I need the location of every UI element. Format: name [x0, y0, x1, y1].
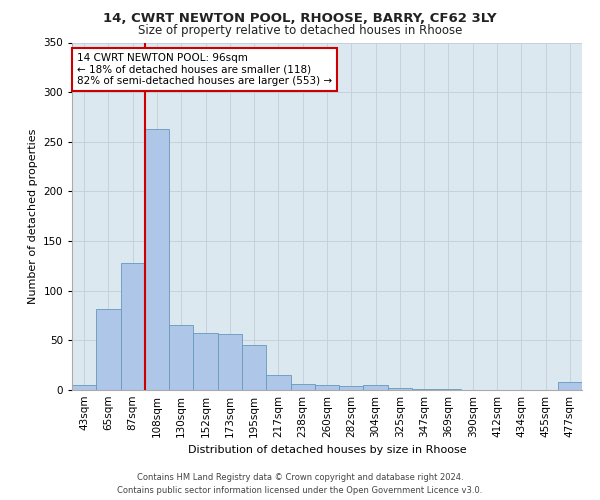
Bar [218, 334, 242, 390]
X-axis label: Distribution of detached houses by size in Rhoose: Distribution of detached houses by size … [188, 446, 466, 456]
Bar [412, 389, 436, 390]
Bar [242, 346, 266, 390]
Bar [558, 382, 582, 390]
Text: 14, CWRT NEWTON POOL, RHOOSE, BARRY, CF62 3LY: 14, CWRT NEWTON POOL, RHOOSE, BARRY, CF6… [103, 12, 497, 26]
Bar [290, 384, 315, 390]
Bar [388, 388, 412, 390]
Text: Size of property relative to detached houses in Rhoose: Size of property relative to detached ho… [138, 24, 462, 37]
Bar [121, 263, 145, 390]
Bar [169, 326, 193, 390]
Bar [315, 385, 339, 390]
Bar [364, 385, 388, 390]
Bar [72, 385, 96, 390]
Bar [266, 375, 290, 390]
Text: 14 CWRT NEWTON POOL: 96sqm
← 18% of detached houses are smaller (118)
82% of sem: 14 CWRT NEWTON POOL: 96sqm ← 18% of deta… [77, 53, 332, 86]
Bar [436, 389, 461, 390]
Bar [96, 308, 121, 390]
Bar [145, 129, 169, 390]
Y-axis label: Number of detached properties: Number of detached properties [28, 128, 38, 304]
Bar [339, 386, 364, 390]
Bar [193, 334, 218, 390]
Text: Contains HM Land Registry data © Crown copyright and database right 2024.
Contai: Contains HM Land Registry data © Crown c… [118, 474, 482, 495]
